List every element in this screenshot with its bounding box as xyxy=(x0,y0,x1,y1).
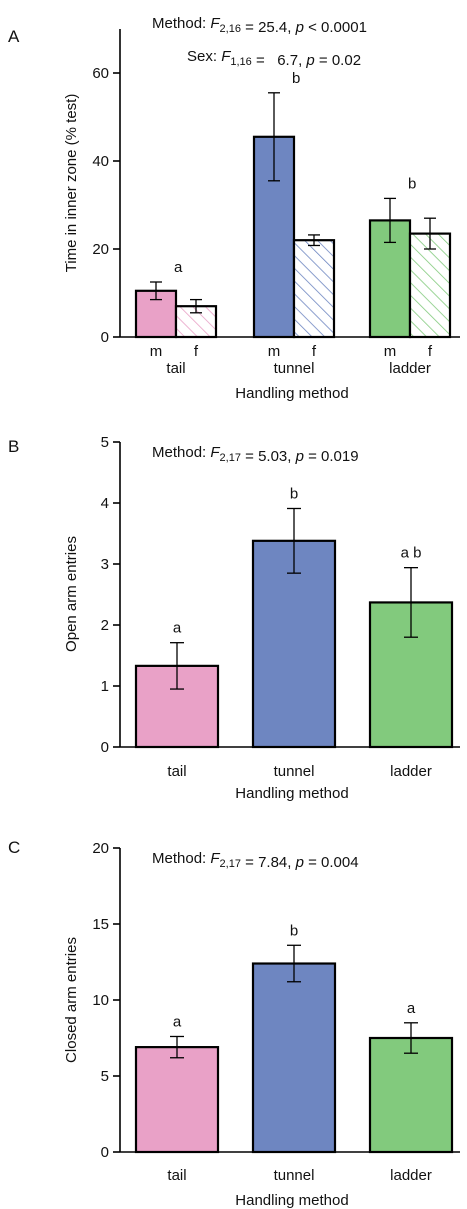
stats-line: Method: F2,16 = 25.4, p < 0.0001 xyxy=(152,15,367,36)
y-tick-label: 3 xyxy=(101,556,109,573)
sub-category-label: m xyxy=(150,343,163,360)
x-axis-title: Handling method xyxy=(235,785,348,802)
significance-letter: a xyxy=(407,1000,416,1017)
sub-category-label: m xyxy=(268,343,281,360)
y-axis-title: Closed arm entries xyxy=(63,937,80,1063)
stats-part-prest: = 0.004 xyxy=(304,854,359,871)
y-tick-label: 0 xyxy=(101,329,109,346)
panel-letter-b: B xyxy=(8,437,19,456)
significance-letter: b xyxy=(408,175,416,192)
y-tick-label: 2 xyxy=(101,617,109,634)
panel-c: C 0 5 10 15 20 Closed arm entries Handling met… xyxy=(8,838,460,1209)
bar-tail-f xyxy=(174,305,218,339)
y-tick-label: 5 xyxy=(101,1068,109,1085)
sub-category-label: m xyxy=(384,343,397,360)
y-tick-label: 15 xyxy=(92,916,109,933)
bar-tunnel-m xyxy=(252,135,296,339)
significance-letter: b xyxy=(290,485,298,502)
significance-letter: b xyxy=(290,922,298,939)
category-label-tail: tail xyxy=(167,1167,186,1184)
stats-part-prefix: Method: xyxy=(152,15,210,32)
y-tick-label: 0 xyxy=(101,739,109,756)
stats-line: Sex: F1,16 = 6.7, p = 0.02 xyxy=(187,48,361,69)
y-tick-label: 10 xyxy=(92,992,109,1009)
bar-ladder xyxy=(368,601,454,749)
stats-part-prest: < 0.0001 xyxy=(304,19,367,36)
stats-part-rest: = 25.4, xyxy=(241,19,296,36)
stats-part-p: p xyxy=(295,854,304,871)
category-label-ladder: ladder xyxy=(390,763,432,780)
stats-part-prefix: Sex: xyxy=(187,48,221,65)
significance-letter: a xyxy=(174,259,183,276)
significance-letter: a b xyxy=(401,545,422,562)
category-label-tunnel: tunnel xyxy=(274,360,315,377)
category-label-tunnel: tunnel xyxy=(274,763,315,780)
stats-part-stat: F xyxy=(210,15,220,32)
y-tick-label: 20 xyxy=(92,241,109,258)
stats-part-sub: 2,16 xyxy=(220,23,241,35)
significance-letter: a xyxy=(173,620,182,637)
sub-category-label: f xyxy=(428,343,433,360)
bar-tunnel xyxy=(251,539,337,749)
category-label-ladder: ladder xyxy=(389,360,431,377)
stats-part-sub: 2,17 xyxy=(220,858,241,870)
stats-line: Method: F2,17 = 5.03, p = 0.019 xyxy=(152,444,359,465)
panel-letter-a: A xyxy=(8,27,20,46)
bar-tunnel-f xyxy=(292,239,336,339)
panel-letter-c: C xyxy=(8,838,20,857)
y-tick-label: 60 xyxy=(92,65,109,82)
y-tick-label: 40 xyxy=(92,153,109,170)
bar-ladder-f xyxy=(408,232,452,339)
stats-part-prest: = 0.02 xyxy=(315,52,361,69)
bar-tunnel xyxy=(251,962,337,1154)
y-tick-label: 0 xyxy=(101,1144,109,1161)
y-tick-label: 20 xyxy=(92,840,109,857)
stats-part-sub: 1,16 xyxy=(230,56,251,68)
stats-part-prefix: Method: xyxy=(152,444,210,461)
stats-part-p: p xyxy=(295,19,304,36)
stats-part-prest: = 0.019 xyxy=(304,448,359,465)
significance-letter: b xyxy=(292,70,300,87)
category-label-tunnel: tunnel xyxy=(274,1167,315,1184)
category-label-ladder: ladder xyxy=(390,1167,432,1184)
stats-line: Method: F2,17 = 7.84, p = 0.004 xyxy=(152,850,359,871)
stats-part-stat: F xyxy=(210,850,220,867)
bar-ladder xyxy=(368,1036,454,1154)
y-axis-title: Open arm entries xyxy=(63,536,80,652)
y-axis-title: Time in inner zone (% test) xyxy=(63,94,80,273)
panel-a: A 0 20 40 60 Time in inner zone (% test) Hand… xyxy=(8,15,460,402)
bar-tail xyxy=(134,1046,220,1154)
x-axis-title: Handling method xyxy=(235,1192,348,1209)
stats-part-p: p xyxy=(305,52,314,69)
stats-part-rest: = 5.03, xyxy=(241,448,296,465)
category-label-tail: tail xyxy=(167,763,186,780)
significance-letter: a xyxy=(173,1013,182,1030)
stats-part-prefix: Method: xyxy=(152,850,210,867)
sub-category-label: f xyxy=(194,343,199,360)
stats-part-sub: 2,17 xyxy=(220,452,241,464)
x-axis-title: Handling method xyxy=(235,385,348,402)
stats-part-rest: = 6.7, xyxy=(252,52,307,69)
stats-part-stat: F xyxy=(210,444,220,461)
stats-part-rest: = 7.84, xyxy=(241,854,296,871)
stats-part-p: p xyxy=(295,448,304,465)
sub-category-label: f xyxy=(312,343,317,360)
category-label-tail: tail xyxy=(166,360,185,377)
y-tick-label: 1 xyxy=(101,678,109,695)
panel-b: B 0 1 2 3 4 5 Open arm entries Handling method M… xyxy=(8,434,460,802)
y-tick-label: 4 xyxy=(101,495,109,512)
stats-part-stat: F xyxy=(221,48,231,65)
y-tick-label: 5 xyxy=(101,434,109,451)
